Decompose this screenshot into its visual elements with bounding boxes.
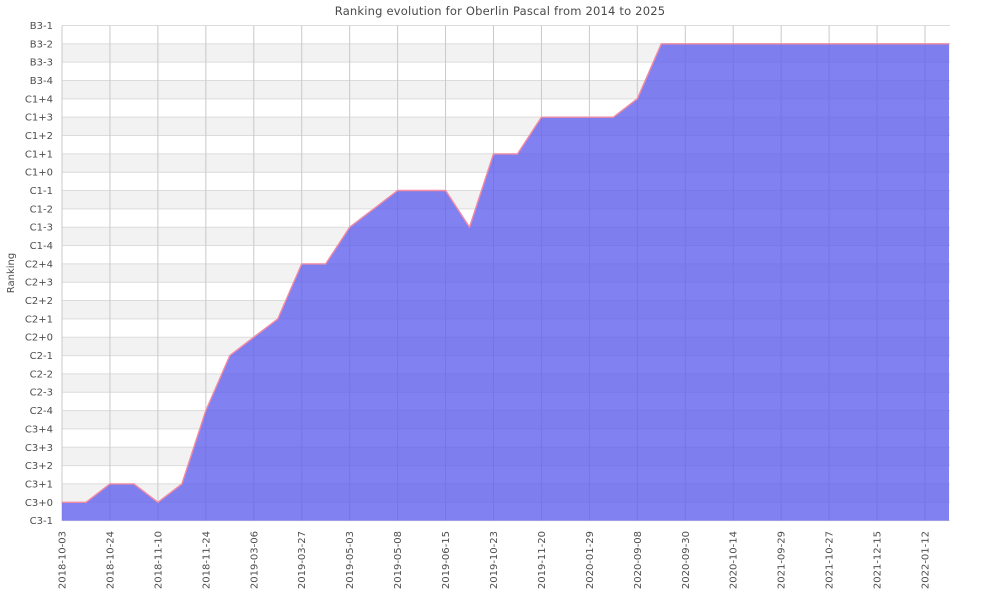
x-tick-label: 2022-01-12 — [921, 531, 932, 589]
y-tick-label: C1+0 — [25, 168, 53, 179]
x-tick-label: 2020-10-14 — [729, 531, 740, 589]
y-tick-label: C3-1 — [30, 516, 53, 527]
y-tick-label: C2+4 — [25, 259, 53, 270]
y-tick-label: C2-1 — [30, 351, 53, 362]
x-tick-label: 2020-09-08 — [633, 531, 644, 589]
grid-band — [62, 25, 950, 44]
y-tick-label: C3+0 — [25, 498, 53, 509]
x-tick-label: 2018-11-10 — [153, 531, 164, 589]
y-tick-label: B3-1 — [30, 21, 53, 32]
y-tick-label: C2+2 — [25, 296, 53, 307]
y-tick-label: C1-2 — [30, 204, 53, 215]
y-tick-label: C3+2 — [25, 461, 53, 472]
x-tick-label: 2019-03-27 — [297, 531, 308, 589]
y-tick-label: C2-4 — [30, 406, 53, 417]
y-tick-label: C1+2 — [25, 131, 53, 142]
x-tick-label: 2019-03-06 — [249, 531, 260, 589]
x-tick-label: 2019-11-20 — [537, 531, 548, 589]
x-tick-label: 2018-10-03 — [58, 531, 69, 589]
chart-title: Ranking evolution for Oberlin Pascal fro… — [334, 4, 666, 18]
y-tick-label: C3+1 — [25, 479, 53, 490]
y-tick-label: B3-2 — [30, 39, 53, 50]
y-tick-label: C3+4 — [25, 424, 53, 435]
y-tick-label: C2+3 — [25, 278, 53, 289]
x-tick-label: 2020-09-30 — [681, 531, 692, 589]
x-tick-label: 2021-09-29 — [777, 531, 788, 589]
y-tick-label: C2-2 — [30, 369, 53, 380]
y-tick-label: C1+1 — [25, 149, 53, 160]
x-tick-label: 2019-05-08 — [393, 531, 404, 589]
y-tick-label: B3-4 — [30, 76, 53, 87]
x-tick-label: 2021-10-27 — [825, 531, 836, 589]
x-tick-label: 2019-05-03 — [345, 531, 356, 589]
x-tick-label: 2019-06-15 — [441, 531, 452, 589]
y-tick-label: C1+4 — [25, 94, 53, 105]
series-line — [61, 43, 950, 503]
y-tick-label: C2+0 — [25, 333, 53, 344]
y-tick-label: C2+1 — [25, 314, 53, 325]
y-tick-label: C1-1 — [30, 186, 53, 197]
y-tick-label: C1-3 — [30, 223, 53, 234]
y-tick-label: C3+3 — [25, 443, 53, 454]
x-tick-label: 2018-10-24 — [105, 531, 116, 589]
x-tick-label: 2021-12-15 — [873, 531, 884, 589]
area-fill — [62, 43, 949, 521]
x-tick-label: 2018-11-24 — [201, 531, 212, 589]
y-tick-label: B3-3 — [30, 58, 53, 69]
x-tick-label: 2020-01-29 — [585, 531, 596, 589]
y-tick-label: C1-4 — [30, 241, 53, 252]
y-tick-label: C1+3 — [25, 113, 53, 124]
y-axis-title: Ranking — [6, 253, 17, 293]
x-tick-label: 2019-10-23 — [489, 531, 500, 589]
y-tick-label: C2-3 — [30, 388, 53, 399]
